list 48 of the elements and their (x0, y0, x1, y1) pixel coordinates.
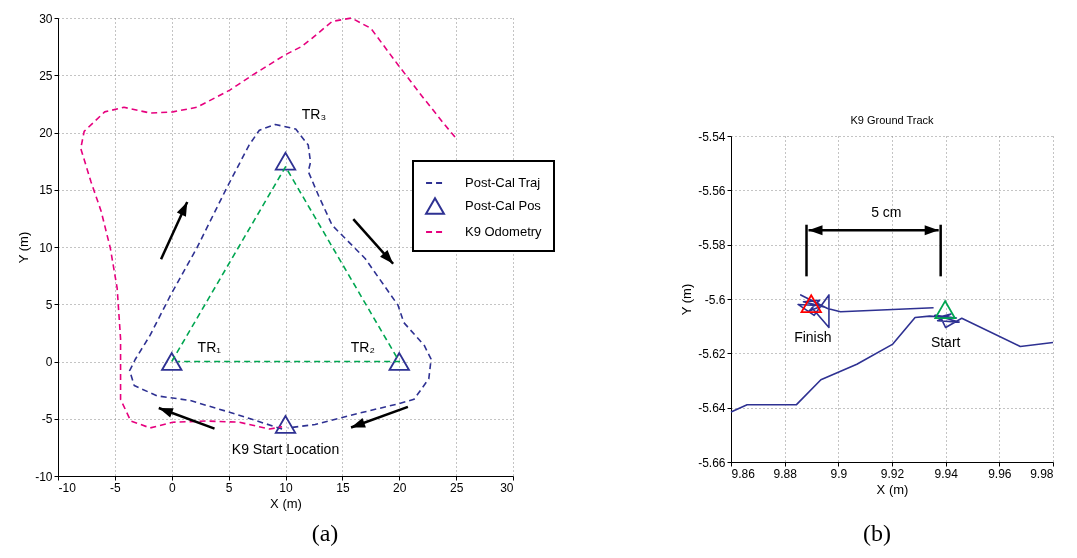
x-tick-label: 9.98 (1030, 466, 1054, 481)
y-tick-label: 15 (39, 183, 53, 198)
x-tick-label: 10 (279, 480, 293, 495)
x-tick-label: 9.94 (934, 466, 959, 481)
y-tick-label: 0 (45, 355, 53, 369)
y-tick-label: -5.58 (698, 238, 726, 253)
x-tick-label: -5 (110, 480, 122, 495)
x-tick-label: 9.96 (988, 466, 1012, 481)
y-tick-label: -5 (41, 412, 53, 427)
x-tick-label: 0 (168, 480, 176, 495)
annotation: Finish (794, 329, 832, 346)
y-tick-label: 10 (39, 240, 53, 255)
annotation: 5 cm (871, 204, 902, 221)
y-tick-label: 20 (39, 126, 53, 140)
x-tick-label: 5 (225, 480, 233, 495)
x-tick-label: 9.92 (880, 466, 905, 481)
legend-label: Post-Cal Traj (465, 175, 541, 190)
y-tick-label: -5.54 (698, 129, 726, 144)
y-tick-label: 30 (39, 11, 53, 26)
x-tick-label: 20 (393, 480, 407, 495)
x-tick-label: 9.9 (830, 466, 848, 481)
annotation: TR₁ (197, 338, 222, 355)
x-tick-label: -10 (58, 480, 77, 495)
y-axis-title: Y (m) (679, 283, 695, 316)
text: (a) (311, 520, 339, 547)
y-tick-label: -5.64 (698, 401, 726, 416)
chart-title: K9 Ground Track (850, 114, 935, 126)
legend-label: Post-Cal Pos (465, 198, 542, 213)
text: (b) (863, 520, 891, 547)
legend-label: K9 Odometry (465, 224, 543, 239)
y-tick-label: -5.6 (704, 292, 726, 307)
x-tick-label: 25 (449, 480, 464, 495)
x-tick-label: 9.88 (773, 466, 798, 481)
y-tick-label: -5.56 (698, 183, 726, 198)
y-tick-label: -5.62 (698, 346, 726, 361)
y-tick-label: 5 (45, 297, 53, 312)
annotation: K9 Start Location (231, 440, 340, 457)
y-tick-label: 25 (39, 68, 53, 83)
x-axis-title: X (m) (876, 481, 909, 497)
annotation: TR₃ (301, 106, 327, 123)
annotation: Start (930, 334, 961, 351)
x-axis-title: X (m) (270, 495, 302, 511)
x-tick-label: 15 (336, 480, 350, 495)
x-tick-label: 9.86 (731, 466, 756, 481)
y-axis-title: Y (m) (16, 231, 32, 264)
x-tick-label: 30 (500, 480, 514, 495)
y-tick-label: -5.66 (698, 455, 726, 470)
annotation: TR₂ (350, 338, 375, 355)
